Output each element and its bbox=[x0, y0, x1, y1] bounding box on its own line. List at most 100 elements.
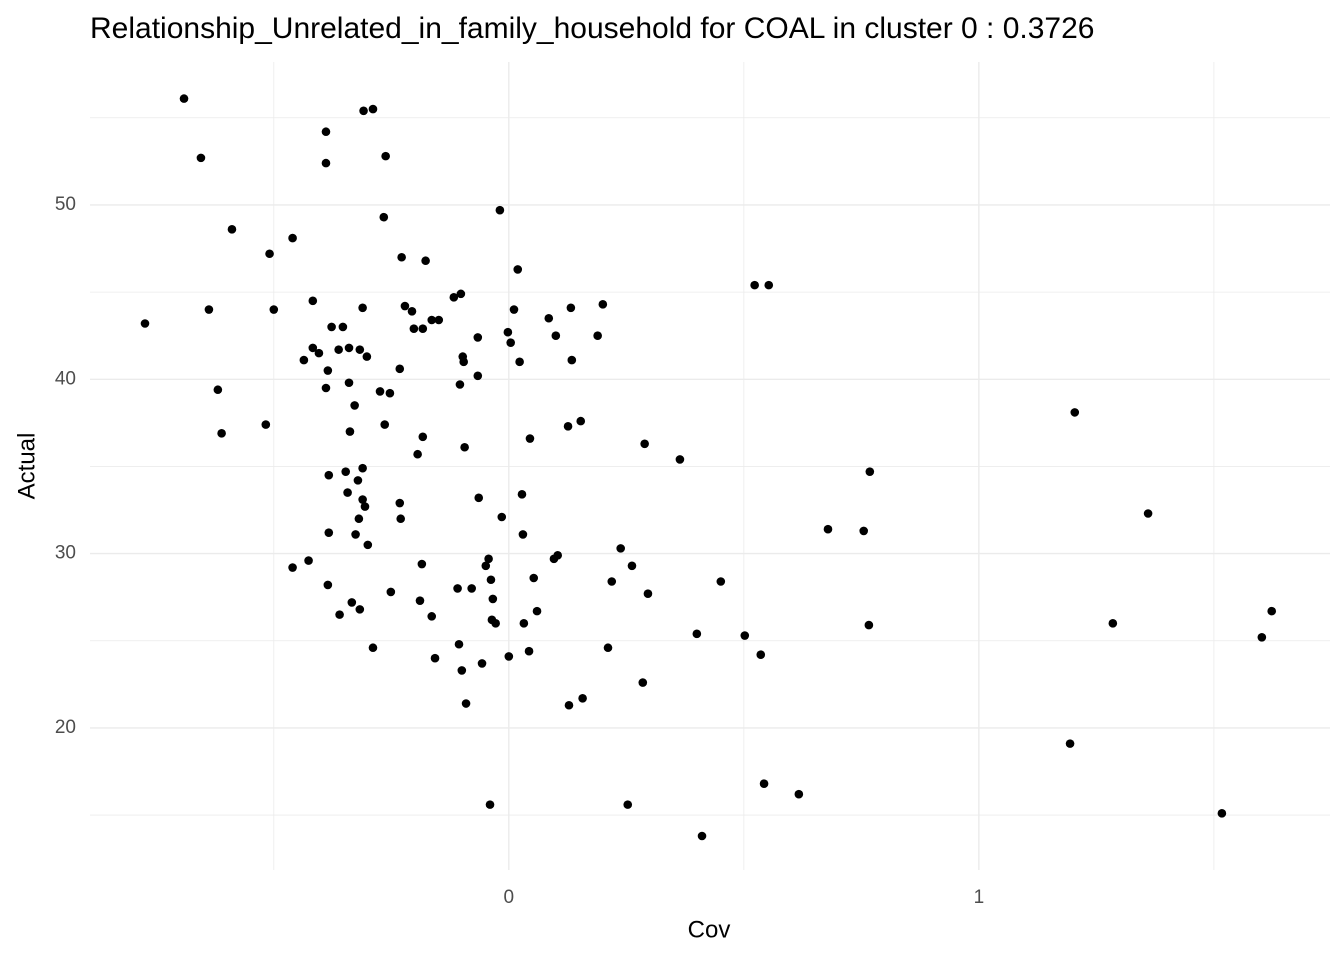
point bbox=[638, 678, 648, 687]
point bbox=[418, 324, 428, 334]
point bbox=[341, 467, 351, 476]
point bbox=[764, 280, 774, 290]
point bbox=[513, 265, 523, 274]
point bbox=[308, 343, 318, 353]
point bbox=[477, 659, 487, 668]
point bbox=[304, 556, 313, 565]
point bbox=[756, 650, 766, 660]
point bbox=[1143, 509, 1153, 518]
point bbox=[288, 563, 297, 572]
point bbox=[430, 653, 440, 663]
point bbox=[261, 420, 271, 429]
point bbox=[359, 106, 368, 116]
x-axis-title: Cov bbox=[688, 916, 731, 943]
point bbox=[324, 528, 334, 537]
point bbox=[269, 305, 279, 314]
point bbox=[347, 598, 357, 607]
point bbox=[627, 561, 637, 571]
point bbox=[473, 333, 483, 342]
point bbox=[564, 700, 574, 710]
point bbox=[640, 439, 649, 449]
point bbox=[395, 498, 405, 508]
point bbox=[750, 280, 759, 290]
point bbox=[794, 789, 804, 799]
point bbox=[525, 434, 535, 443]
point bbox=[716, 577, 726, 586]
point bbox=[179, 94, 189, 103]
point bbox=[524, 646, 534, 656]
point bbox=[593, 331, 602, 340]
point bbox=[509, 305, 519, 314]
y-tick-label: 40 bbox=[55, 368, 76, 389]
point bbox=[324, 470, 334, 480]
point bbox=[459, 357, 468, 367]
point bbox=[355, 345, 365, 354]
point bbox=[140, 319, 150, 328]
point bbox=[456, 289, 466, 299]
point bbox=[196, 153, 206, 163]
point bbox=[434, 315, 444, 325]
point bbox=[379, 212, 389, 222]
point bbox=[217, 429, 226, 438]
point bbox=[397, 252, 406, 262]
point bbox=[506, 338, 515, 347]
point bbox=[421, 256, 430, 266]
point bbox=[740, 631, 750, 640]
y-axis-title: Actual bbox=[13, 433, 40, 500]
point bbox=[607, 577, 617, 586]
point bbox=[553, 551, 563, 560]
point bbox=[504, 652, 514, 661]
point bbox=[457, 666, 467, 675]
point bbox=[484, 554, 493, 564]
point bbox=[386, 587, 396, 597]
point bbox=[354, 514, 364, 524]
point bbox=[418, 432, 428, 442]
point bbox=[417, 559, 427, 569]
point bbox=[327, 322, 336, 332]
point bbox=[567, 355, 577, 365]
point bbox=[864, 620, 874, 630]
point bbox=[400, 301, 410, 311]
point bbox=[375, 387, 385, 396]
point bbox=[338, 322, 348, 332]
point bbox=[314, 348, 324, 358]
point bbox=[495, 205, 505, 215]
point bbox=[323, 580, 333, 590]
point bbox=[473, 371, 483, 381]
point bbox=[697, 831, 707, 841]
point bbox=[517, 490, 527, 499]
point bbox=[497, 512, 507, 522]
point bbox=[321, 127, 331, 137]
point bbox=[1257, 632, 1267, 642]
point bbox=[396, 514, 406, 524]
point bbox=[358, 303, 367, 313]
point bbox=[518, 530, 528, 539]
point bbox=[616, 544, 625, 553]
point bbox=[1070, 408, 1080, 417]
point bbox=[413, 449, 422, 459]
point bbox=[1217, 809, 1227, 818]
point bbox=[485, 800, 495, 809]
point bbox=[532, 606, 542, 616]
point bbox=[578, 693, 587, 703]
point bbox=[385, 388, 395, 398]
point bbox=[1065, 739, 1075, 748]
point bbox=[321, 383, 331, 393]
point bbox=[566, 303, 576, 313]
point bbox=[213, 385, 223, 395]
point bbox=[453, 584, 462, 593]
point bbox=[288, 233, 297, 243]
point bbox=[381, 151, 390, 161]
point bbox=[395, 364, 405, 374]
point bbox=[308, 296, 318, 306]
point bbox=[344, 343, 354, 353]
point bbox=[427, 612, 437, 621]
point bbox=[415, 596, 425, 605]
point bbox=[360, 502, 370, 511]
point bbox=[675, 455, 685, 464]
point bbox=[460, 442, 469, 452]
point bbox=[334, 345, 343, 354]
point bbox=[380, 420, 390, 429]
point bbox=[503, 327, 513, 337]
